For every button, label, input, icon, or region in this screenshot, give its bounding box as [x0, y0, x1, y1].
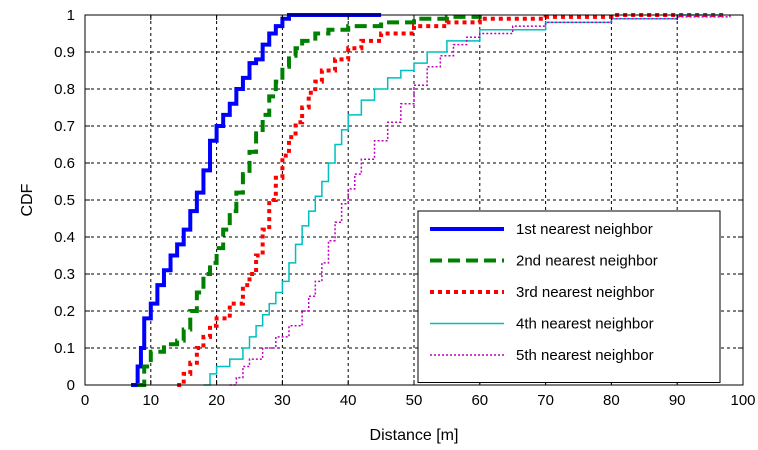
x-tick-label: 90 — [669, 392, 686, 409]
ticks: 0 10 20 30 40 50 60 70 80 90 100 0 0.1 0.2 0.3 0.4 0.5 0.… — [54, 7, 755, 409]
x-axis-label: Distance [m] — [370, 427, 459, 444]
x-tick-label: 50 — [406, 392, 423, 409]
legend-label: 3rd nearest neighbor — [516, 284, 654, 301]
legend-box — [417, 210, 721, 383]
x-tick-label: 80 — [603, 392, 620, 409]
y-tick-label: 0.3 — [54, 266, 75, 283]
series-line-2 — [137, 14, 482, 387]
y-tick-label: 0.9 — [54, 44, 75, 61]
x-tick-label: 40 — [340, 392, 357, 409]
y-tick-label: 0 — [67, 377, 75, 394]
legend-label: 5th nearest neighbor — [516, 347, 654, 364]
series-line-3 — [177, 13, 724, 387]
y-tick-label: 0.2 — [54, 303, 75, 320]
y-tick-label: 0.1 — [54, 340, 75, 357]
series-line-5 — [229, 15, 731, 386]
y-tick-label: 0.5 — [54, 192, 75, 209]
x-tick-label: 20 — [208, 392, 225, 409]
legend-label: 1st nearest neighbor — [516, 221, 653, 238]
series-lines — [131, 13, 731, 387]
legend: 1st nearest neighbor 2nd nearest neighbor… — [417, 210, 721, 383]
y-tick-label: 0.8 — [54, 81, 75, 98]
legend-label: 4th nearest neighbor — [516, 316, 654, 333]
x-tick-label: 100 — [730, 392, 755, 409]
y-tick-label: 0.6 — [54, 155, 75, 172]
series-line-1 — [131, 13, 382, 387]
y-tick-label: 0.7 — [54, 118, 75, 135]
series-line-4 — [203, 14, 724, 386]
y-tick-label: 1 — [67, 7, 75, 24]
x-tick-label: 60 — [471, 392, 488, 409]
x-tick-label: 10 — [142, 392, 159, 409]
legend-label: 2nd nearest neighbor — [516, 253, 658, 270]
y-tick-label: 0.4 — [54, 229, 75, 246]
x-tick-label: 30 — [274, 392, 291, 409]
x-tick-label: 70 — [537, 392, 554, 409]
x-tick-label: 0 — [81, 392, 89, 409]
y-axis-label: CDF — [19, 183, 36, 216]
